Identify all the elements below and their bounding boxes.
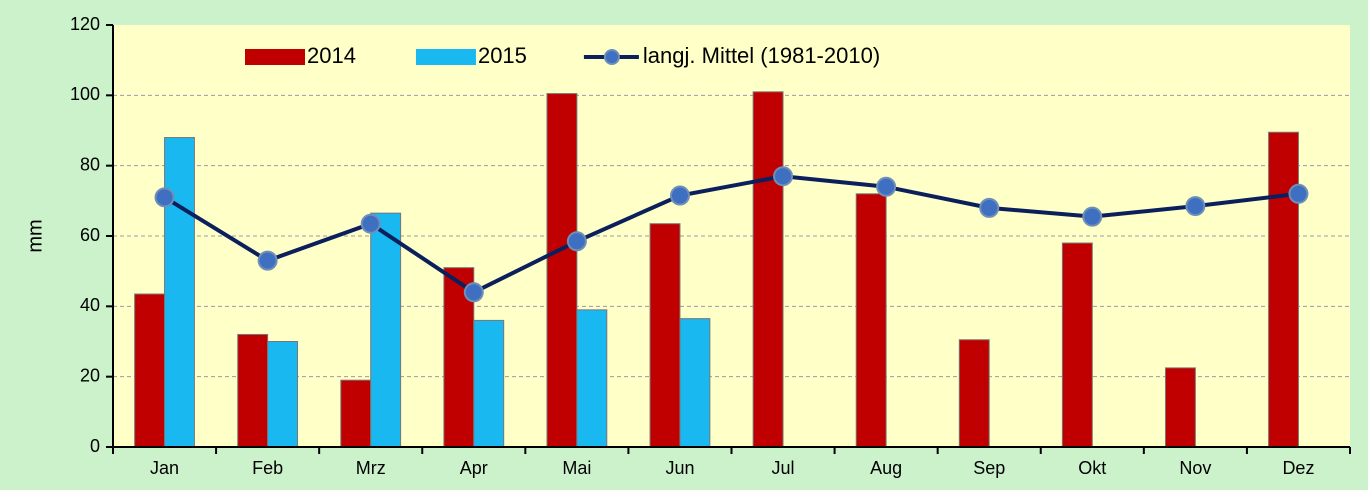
y-tick-label: 40 <box>80 295 100 315</box>
line-marker <box>463 282 484 303</box>
x-tick-label: Aug <box>870 458 902 478</box>
bar <box>752 91 784 448</box>
bar <box>1061 242 1093 448</box>
x-tick-label: Mai <box>562 458 591 478</box>
legend-label: langj. Mittel (1981-2010) <box>643 43 880 68</box>
line-marker <box>876 176 897 197</box>
x-tick-label: Jul <box>772 458 795 478</box>
bar <box>237 333 269 448</box>
x-tick-label: Feb <box>252 458 283 478</box>
y-tick-label: 20 <box>80 365 100 385</box>
legend-label: 2014 <box>307 43 356 68</box>
line-marker <box>360 213 381 234</box>
y-tick-label: 60 <box>80 225 100 245</box>
line-marker <box>1185 196 1206 217</box>
x-tick-label: Sep <box>973 458 1005 478</box>
line-marker <box>979 197 1000 218</box>
x-tick-label: Okt <box>1078 458 1106 478</box>
bar <box>370 212 402 448</box>
legend-swatch <box>245 49 305 65</box>
x-tick-label: Dez <box>1282 458 1314 478</box>
bar <box>546 93 578 448</box>
bar <box>958 339 990 448</box>
line-marker <box>773 166 794 187</box>
bar <box>1164 367 1196 448</box>
y-axis-label: mm <box>24 219 46 252</box>
line-marker <box>566 231 587 252</box>
legend-swatch <box>603 49 620 65</box>
line <box>163 174 1299 295</box>
legend-swatch <box>415 49 476 65</box>
y-tick-label: 120 <box>70 14 100 34</box>
x-tick-label: Nov <box>1179 458 1211 478</box>
line-marker <box>1082 206 1103 227</box>
bar <box>340 379 372 448</box>
x-tick-label: Jun <box>665 458 694 478</box>
line-marker <box>1288 183 1309 204</box>
x-tick-label: Jan <box>150 458 179 478</box>
bar <box>473 319 505 448</box>
bar <box>576 309 608 448</box>
bar <box>164 137 195 448</box>
bar <box>267 341 299 448</box>
y-tick-label: 80 <box>80 154 100 174</box>
bar <box>1268 131 1299 448</box>
x-tick-label: Apr <box>460 458 488 478</box>
legend-label: 2015 <box>478 43 527 68</box>
x-tick-label: Mrz <box>356 458 386 478</box>
line-marker <box>257 250 278 271</box>
line-marker <box>154 187 175 208</box>
bar <box>649 223 681 448</box>
bar <box>855 193 887 448</box>
bar <box>134 293 166 448</box>
line-marker <box>669 185 690 206</box>
bar <box>679 318 711 448</box>
y-tick-label: 0 <box>90 436 100 456</box>
y-tick-label: 100 <box>70 84 100 104</box>
